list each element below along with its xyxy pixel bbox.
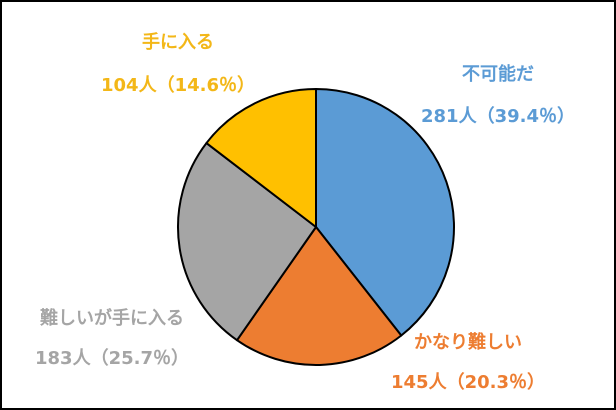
- slice-name-label: 手に入る: [142, 31, 214, 53]
- pie-slice: [205, 88, 317, 228]
- pie-slice: [236, 226, 403, 366]
- slice-value-label: 145人（20.3％）: [391, 372, 545, 393]
- slice-name-label: 不可能だ: [462, 63, 534, 85]
- pie-slice: [177, 142, 317, 342]
- pie-slice: [315, 88, 455, 337]
- slice-value-label: 183人（25.7％）: [35, 348, 189, 369]
- slice-value-label: 104人（14.6％）: [101, 75, 255, 96]
- slice-value-label: 281人（39.4％）: [421, 106, 575, 127]
- slice-name-label: かなり難しい: [414, 331, 522, 353]
- slice-name-label: 難しいが手に入る: [40, 307, 184, 329]
